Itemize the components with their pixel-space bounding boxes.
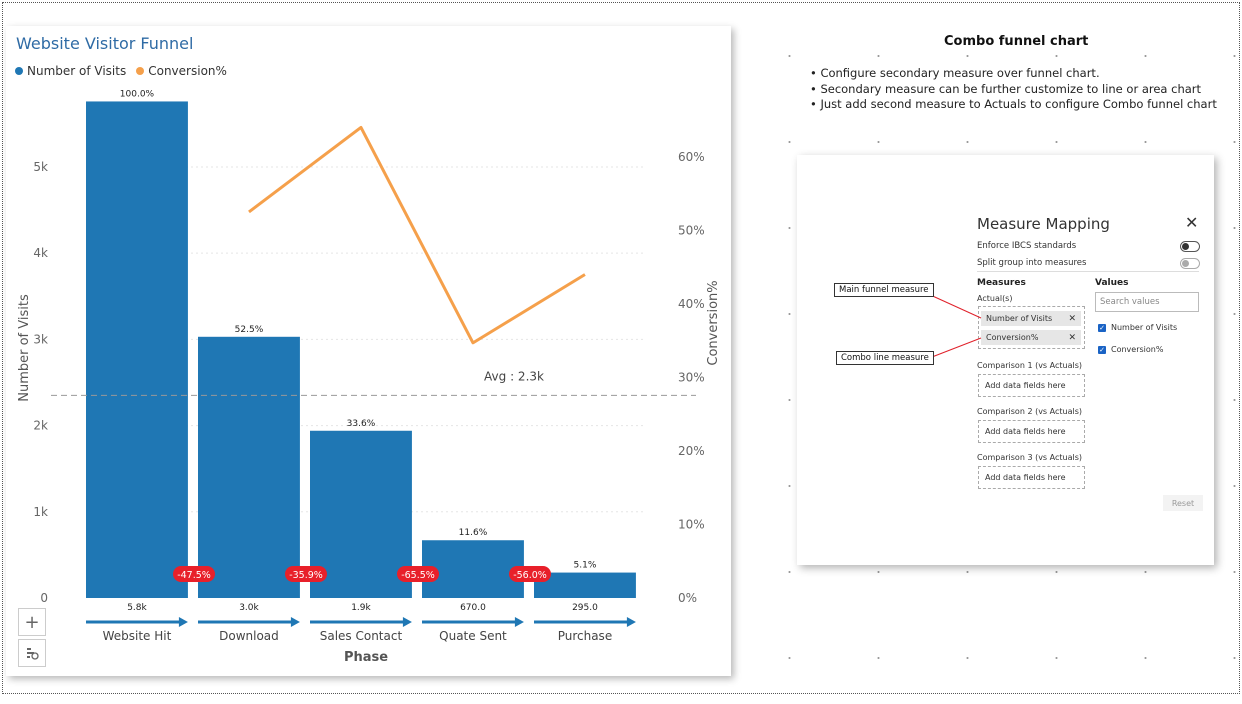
enforce-ibcs-label: Enforce IBCS standards: [977, 241, 1077, 251]
enforce-ibcs-toggle[interactable]: [1180, 241, 1200, 252]
bar-value-label: 295.0: [572, 603, 598, 613]
y-tick-label: 5k: [33, 160, 48, 174]
remove-icon[interactable]: ✕: [1068, 332, 1076, 343]
phase-arrow-head: [514, 617, 524, 627]
bar-value-label: 670.0: [460, 603, 486, 613]
y-axis-title: Number of Visits: [17, 294, 32, 402]
funnel-chart-card[interactable]: 0 1k 2k 3k 4k 5k 0% 10% 20% 30% 40% 50% 60% Number of…: [6, 26, 731, 676]
actuals-drop-zone[interactable]: [978, 306, 1085, 349]
bar-percent-label: 11.6%: [459, 528, 488, 538]
y-tick-label: 0: [40, 591, 48, 605]
y2-tick-label: 10%: [678, 517, 705, 531]
values-header: Values: [1095, 278, 1129, 288]
bar-0: [86, 101, 188, 598]
drop-badge-label: -35.9%: [289, 570, 323, 581]
visual-options-button[interactable]: [18, 639, 46, 667]
funnel-chart-svg: 0 1k 2k 3k 4k 5k 0% 10% 20% 30% 40% 50% 60% Number of…: [17, 89, 721, 665]
checkbox-conversion[interactable]: ✓: [1098, 346, 1106, 354]
comparison-1-label: Comparison 1 (vs Actuals): [977, 361, 1082, 370]
phase-arrow-head: [626, 617, 636, 627]
legend-label-conversion: Conversion%: [148, 64, 227, 78]
value-item-conversion: Conversion%: [1111, 345, 1164, 354]
drop-badge: [285, 566, 327, 582]
bar-3: [422, 540, 524, 598]
x-tick-label: Purchase: [558, 629, 613, 643]
comparison-2-drop-zone[interactable]: Add data fields here: [978, 420, 1085, 443]
comparison-2-label: Comparison 2 (vs Actuals): [977, 407, 1082, 416]
filter-settings-icon: [27, 648, 39, 660]
bar-value-label: 5.8k: [127, 603, 147, 613]
y2-tick-label: 60%: [678, 150, 705, 164]
drop-badge-label: -65.5%: [401, 570, 435, 581]
y2-tick-label: 50%: [678, 223, 705, 237]
y2-axis-title: Conversion%: [706, 280, 721, 365]
value-item-visits: Number of Visits: [1111, 323, 1178, 332]
info-title: Combo funnel chart: [944, 34, 1089, 49]
info-bullet-list: • Configure secondary measure over funne…: [810, 66, 1217, 113]
info-bullet: • Just add second measure to Actuals to …: [810, 97, 1217, 111]
bar-percent-label: 52.5%: [235, 325, 264, 335]
drop-badge: [397, 566, 439, 582]
chart-title: Website Visitor Funnel: [16, 34, 194, 53]
bar-percent-label: 33.6%: [347, 419, 376, 429]
split-group-toggle[interactable]: [1180, 258, 1200, 269]
y2-tick-label: 0%: [678, 591, 697, 605]
legend-dot-visits-icon: [15, 67, 23, 75]
bar-1: [198, 336, 300, 598]
bar-2: [310, 430, 412, 598]
split-group-label: Split group into measures: [977, 258, 1087, 268]
actuals-label: Actual(s): [977, 294, 1013, 303]
y2-tick-label: 40%: [678, 297, 705, 311]
info-bullet: • Configure secondary measure over funne…: [810, 66, 1100, 80]
chart-legend: Number of Visits Conversion%: [15, 64, 227, 78]
x-tick-label: Quate Sent: [439, 629, 507, 643]
bar-value-label: 3.0k: [239, 603, 259, 613]
zoom-in-button[interactable]: +: [18, 608, 46, 636]
measures-header: Measures: [977, 278, 1026, 288]
comparison-3-drop-zone[interactable]: Add data fields here: [978, 466, 1085, 489]
close-icon[interactable]: ✕: [1185, 213, 1199, 232]
plus-icon: +: [24, 611, 40, 633]
checkbox-visits[interactable]: ✓: [1098, 324, 1106, 332]
y2-tick-label: 20%: [678, 444, 705, 458]
x-tick-label: Sales Contact: [320, 629, 403, 643]
actuals-chip-conversion[interactable]: Conversion% ✕: [981, 330, 1081, 345]
comparison-3-label: Comparison 3 (vs Actuals): [977, 453, 1082, 462]
bar-percent-label: 5.1%: [574, 561, 597, 571]
info-bullet: • Secondary measure can be further custo…: [810, 81, 1202, 96]
bar-4: [534, 572, 636, 598]
drop-badge-label: -47.5%: [177, 570, 211, 581]
y-tick-label: 1k: [33, 505, 48, 519]
average-label: Avg : 2.3k: [484, 369, 544, 383]
legend-item-visits[interactable]: Number of Visits: [15, 64, 126, 78]
y2-tick-label: 30%: [678, 370, 705, 384]
y-tick-label: 2k: [33, 419, 48, 433]
comparison-1-drop-zone[interactable]: Add data fields here: [978, 374, 1085, 397]
bar-value-label: 1.9k: [351, 603, 371, 613]
measure-mapping-title: Measure Mapping: [977, 215, 1110, 233]
divider: [977, 271, 1199, 272]
x-tick-label: Website Hit: [103, 629, 172, 643]
search-values-input[interactable]: Search values: [1095, 292, 1199, 312]
y-tick-label: 4k: [33, 246, 48, 260]
x-tick-label: Download: [219, 629, 279, 643]
phase-arrow-head: [290, 617, 300, 627]
x-axis-title: Phase: [344, 650, 388, 665]
drop-badge-label: -56.0%: [513, 570, 547, 581]
phase-arrow-head: [178, 617, 188, 627]
y-tick-label: 3k: [33, 332, 48, 346]
phase-arrow-head: [402, 617, 412, 627]
bar-percent-label: 100.0%: [120, 89, 155, 99]
remove-icon[interactable]: ✕: [1068, 313, 1076, 324]
conversion-line: [248, 125, 586, 345]
reset-button[interactable]: Reset: [1163, 495, 1203, 511]
legend-label-visits: Number of Visits: [27, 64, 127, 78]
drop-badge: [173, 566, 215, 582]
legend-dot-conversion-icon: [136, 67, 145, 75]
callout-main-funnel: Main funnel measure: [834, 283, 934, 297]
callout-combo-line: Combo line measure: [836, 351, 934, 365]
legend-item-conversion[interactable]: Conversion%: [136, 64, 227, 78]
drop-badge: [509, 566, 551, 582]
actuals-chip-visits[interactable]: Number of Visits ✕: [981, 311, 1081, 326]
